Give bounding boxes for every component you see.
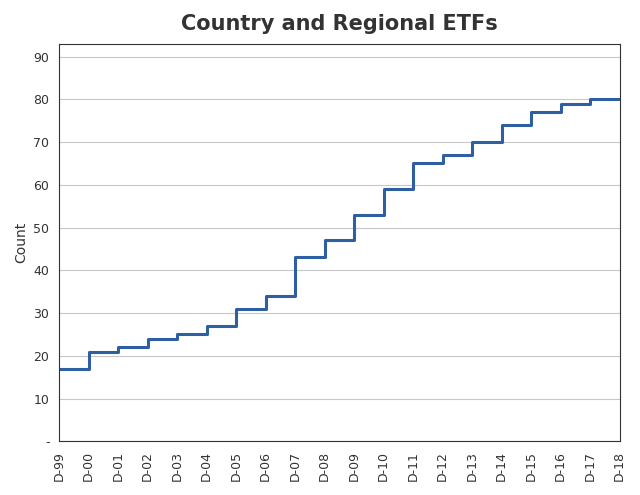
- Y-axis label: Count: Count: [14, 222, 28, 263]
- Title: Country and Regional ETFs: Country and Regional ETFs: [181, 14, 498, 34]
